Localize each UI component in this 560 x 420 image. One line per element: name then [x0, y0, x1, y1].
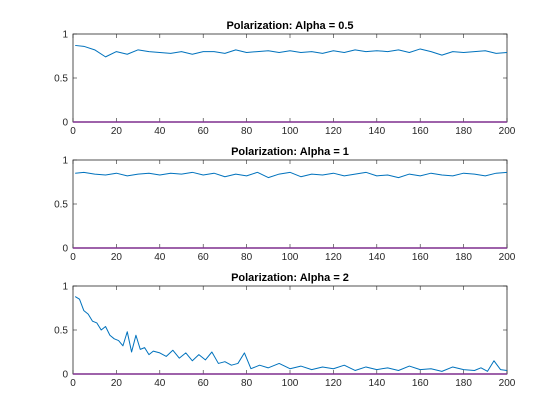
x-tick-label: 0 — [70, 126, 76, 137]
x-tick-label: 200 — [499, 126, 516, 137]
x-tick-label: 160 — [412, 252, 429, 263]
x-tick-label: 160 — [412, 126, 429, 137]
x-tick-label: 200 — [499, 378, 516, 389]
x-tick-label: 140 — [368, 252, 385, 263]
chart-title: Polarization: Alpha = 1 — [231, 146, 349, 158]
axes-box — [72, 33, 508, 123]
x-tick-label: 100 — [282, 378, 299, 389]
y-tick-label: 1 — [62, 156, 68, 167]
x-tick-label: 100 — [282, 252, 299, 263]
y-tick-label: 0 — [62, 118, 68, 129]
x-tick-label: 20 — [111, 252, 123, 263]
subplot-1: Polarization: Alpha = 0.50 20 40 60 80 100 120… — [54, 20, 516, 137]
y-tick-label: 1 — [62, 30, 68, 41]
x-tick-label: 200 — [499, 252, 516, 263]
chart-title: Polarization: Alpha = 0.5 — [226, 20, 353, 32]
x-tick-label: 0 — [70, 252, 76, 263]
chart-title: Polarization: Alpha = 2 — [231, 272, 349, 284]
y-tick-label: 0 — [62, 244, 68, 255]
y-tick-label: 0.5 — [54, 326, 68, 337]
x-tick-label: 140 — [368, 378, 385, 389]
subplot-2: Polarization: Alpha = 1 0 20 40 60 80 100 120 14… — [54, 146, 516, 263]
x-tick-label: 20 — [111, 126, 123, 137]
x-tick-label: 160 — [412, 378, 429, 389]
x-tick-label: 100 — [282, 126, 299, 137]
y-tick-label: 0.5 — [54, 74, 68, 85]
x-tick-label: 120 — [325, 126, 342, 137]
x-tick-label: 0 — [70, 378, 76, 389]
y-tick-label: 1 — [62, 282, 68, 293]
x-tick-label: 40 — [154, 252, 166, 263]
subplot-3: Polarization: Alpha = 2 0 20 40 60 80 100 120 14… — [54, 272, 516, 389]
x-tick-label: 60 — [198, 252, 210, 263]
x-tick-label: 60 — [198, 378, 210, 389]
x-tick-label: 180 — [455, 378, 472, 389]
y-tick-label: 0 — [62, 370, 68, 381]
series-line-1 — [75, 171, 508, 179]
x-tick-label: 180 — [455, 126, 472, 137]
series-line-1 — [75, 44, 508, 58]
axes-box — [72, 285, 508, 375]
x-tick-label: 20 — [111, 378, 123, 389]
x-tick-label: 80 — [241, 126, 253, 137]
x-tick-label: 80 — [241, 378, 253, 389]
x-tick-label: 80 — [241, 252, 253, 263]
series-line-1 — [74, 296, 508, 372]
x-tick-label: 180 — [455, 252, 472, 263]
axes-box — [72, 159, 508, 249]
x-tick-label: 40 — [154, 126, 166, 137]
x-tick-label: 60 — [198, 126, 210, 137]
y-tick-label: 0.5 — [54, 200, 68, 211]
x-tick-label: 140 — [368, 126, 385, 137]
x-tick-label: 40 — [154, 378, 166, 389]
x-tick-label: 120 — [325, 252, 342, 263]
x-tick-label: 120 — [325, 378, 342, 389]
